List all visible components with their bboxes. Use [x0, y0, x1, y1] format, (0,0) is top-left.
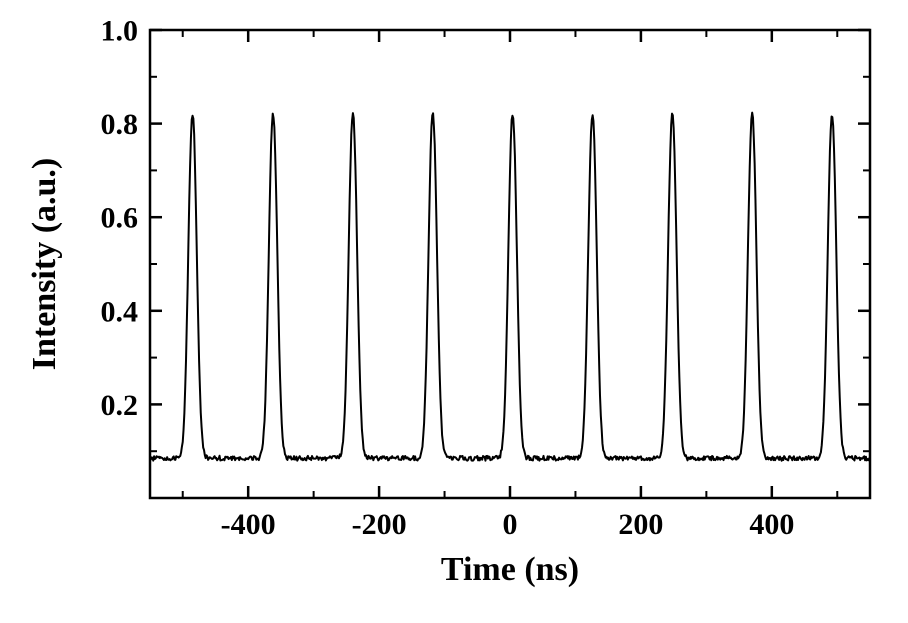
- x-tick-label: -200: [352, 508, 407, 541]
- x-tick-label: 0: [503, 508, 518, 541]
- y-tick-label: 0.2: [101, 389, 139, 422]
- x-tick-label: -400: [221, 508, 276, 541]
- y-tick-label: 0.6: [101, 202, 139, 235]
- y-axis-title: Intensity (a.u.): [26, 158, 63, 371]
- x-axis-title: Time (ns): [441, 551, 579, 588]
- y-tick-label: 0.4: [101, 295, 139, 328]
- pulse-train-chart: -400 -200 0 200 400 0.2 0.4 0.6 0.8 1.0 Time (ns) I…: [0, 0, 908, 623]
- chart-svg: -400 -200 0 200 400 0.2 0.4 0.6 0.8 1.0 Time (ns) I…: [0, 0, 908, 623]
- y-tick-label: 1.0: [101, 15, 139, 48]
- y-tick-label: 0.8: [101, 108, 139, 141]
- x-tick-label: 200: [618, 508, 663, 541]
- x-tick-label: 400: [749, 508, 794, 541]
